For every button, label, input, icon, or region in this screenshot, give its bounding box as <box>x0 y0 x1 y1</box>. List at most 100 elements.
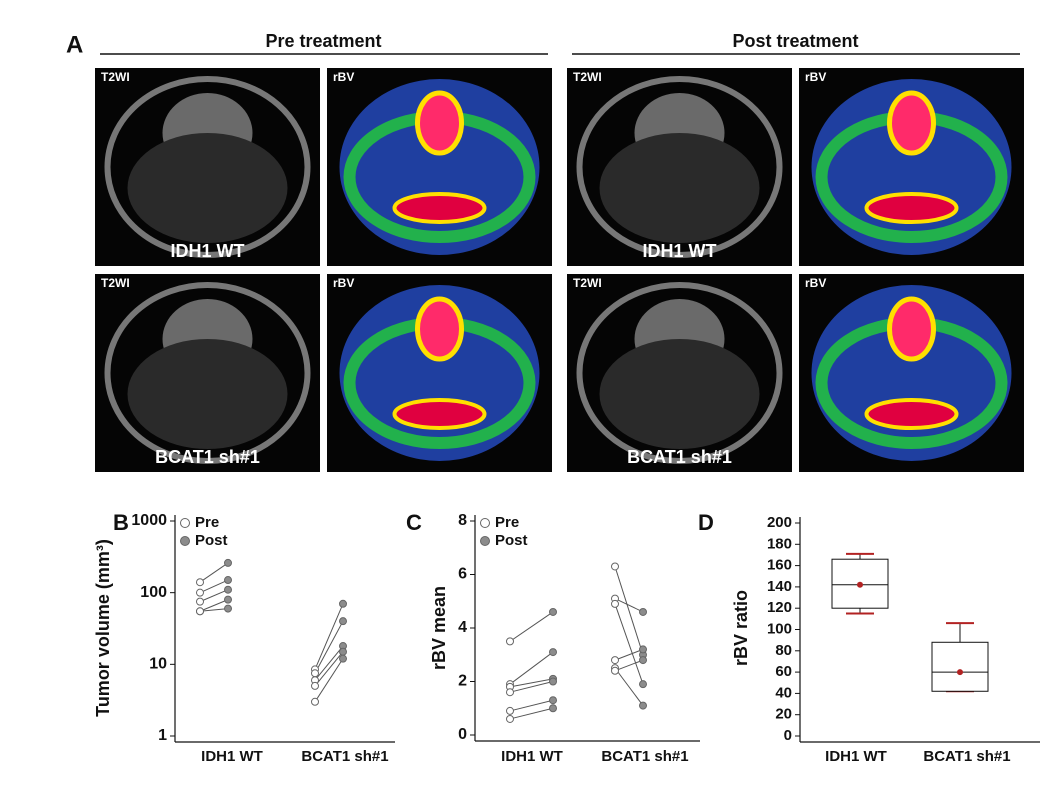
pair-line <box>509 681 554 693</box>
panel-label: B <box>113 510 129 535</box>
mean <box>857 581 863 588</box>
x-tick-label: BCAT1 sh#1 <box>601 748 688 765</box>
point <box>639 607 647 616</box>
y-tick-label: 8 <box>458 512 467 529</box>
legend-label: Post <box>195 532 228 549</box>
point <box>639 645 647 654</box>
point <box>549 704 557 713</box>
y-tick-label: 1000 <box>131 512 167 529</box>
pair-line <box>314 620 344 674</box>
legend-marker <box>480 536 490 546</box>
pair-line <box>314 651 344 687</box>
row-label: BCAT1 sh#1 <box>155 447 260 467</box>
y-tick-label: 0 <box>458 726 467 743</box>
point <box>224 604 232 613</box>
legend-label: Pre <box>195 514 219 531</box>
x-tick-label: IDH1 WT <box>825 748 887 765</box>
legend-label: Post <box>495 532 528 549</box>
mean <box>957 669 963 676</box>
legend-label: Pre <box>495 514 519 531</box>
point <box>549 677 557 686</box>
point <box>311 681 319 690</box>
image-label: T2WI <box>101 276 130 290</box>
x-tick-label: BCAT1 sh#1 <box>923 748 1010 765</box>
y-tick-label: 140 <box>767 578 792 595</box>
point <box>339 654 347 663</box>
skull <box>104 282 311 464</box>
point <box>611 656 619 665</box>
y-axis-label: rBV ratio <box>731 590 751 666</box>
point <box>196 578 204 587</box>
rbv-hot <box>887 90 936 156</box>
pair-line <box>199 589 229 603</box>
point <box>311 697 319 706</box>
image-label: rBV <box>333 70 354 84</box>
x-tick-label: IDH1 WT <box>501 748 563 765</box>
point <box>311 669 319 678</box>
legend-marker <box>180 518 190 528</box>
y-tick-label: 120 <box>767 599 792 616</box>
row-label: BCAT1 sh#1 <box>627 447 732 467</box>
rbv-hot <box>415 296 464 362</box>
pair-line <box>199 562 229 583</box>
panel-title: Pre treatment <box>265 31 381 51</box>
pair-line <box>509 678 554 688</box>
point <box>339 647 347 656</box>
legend-marker <box>480 518 490 528</box>
point <box>224 595 232 604</box>
y-tick-label: 60 <box>775 663 792 680</box>
rbv-hot <box>864 398 959 430</box>
row-label: IDH1 WT <box>171 241 245 261</box>
rbv-hot <box>392 398 487 430</box>
legend-marker <box>180 536 190 546</box>
row-label: IDH1 WT <box>643 241 717 261</box>
point <box>196 588 204 597</box>
rbv-hot <box>887 296 936 362</box>
y-tick-label: 100 <box>140 584 167 601</box>
point <box>196 607 204 616</box>
point <box>549 607 557 616</box>
y-tick-label: 20 <box>775 706 792 723</box>
y-tick-label: 2 <box>458 673 467 690</box>
skull <box>104 76 311 258</box>
rbv-hot <box>415 90 464 156</box>
point <box>196 597 204 606</box>
point <box>339 599 347 608</box>
panel-title: Post treatment <box>732 31 858 51</box>
point <box>611 562 619 571</box>
image-label: rBV <box>333 276 354 290</box>
point <box>549 648 557 657</box>
panel-label: A <box>66 31 83 58</box>
image-label: T2WI <box>573 276 602 290</box>
y-tick-label: 10 <box>149 656 167 673</box>
x-tick-label: BCAT1 sh#1 <box>301 748 388 765</box>
point <box>639 656 647 665</box>
y-tick-label: 100 <box>767 620 792 637</box>
x-tick-label: IDH1 WT <box>201 748 263 765</box>
image-label: rBV <box>805 70 826 84</box>
y-tick-label: 80 <box>775 642 792 659</box>
pair-line <box>614 648 644 661</box>
point <box>506 688 514 697</box>
tissue <box>127 133 288 243</box>
point <box>339 617 347 626</box>
pair-line <box>509 651 554 685</box>
rbv-hot <box>864 192 959 224</box>
image-label: T2WI <box>101 70 130 84</box>
pair-line <box>509 699 554 712</box>
box <box>931 641 989 692</box>
pair-line <box>199 579 229 594</box>
pair-line <box>614 659 644 672</box>
point <box>224 576 232 585</box>
panel-label: C <box>406 510 422 535</box>
point <box>549 696 557 705</box>
image-label: rBV <box>805 276 826 290</box>
tissue <box>599 339 760 449</box>
skull <box>576 76 783 258</box>
point <box>639 680 647 689</box>
pair-line <box>314 603 344 670</box>
point <box>611 599 619 608</box>
point <box>506 637 514 646</box>
point <box>639 701 647 710</box>
